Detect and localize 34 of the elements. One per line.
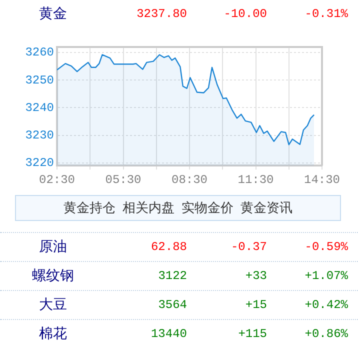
text: 黄金持仓 — [64, 200, 116, 217]
data-label: +1.07% — [304, 269, 348, 283]
x-tick-label: 02:30 — [38, 172, 76, 187]
data-label: -10.00 — [224, 7, 267, 21]
text: 实物金价 — [182, 200, 234, 217]
data-label: 3564 — [158, 298, 187, 312]
data-label: 13440 — [150, 327, 187, 341]
x-tick-label: 14:30 — [304, 172, 340, 187]
y-tick-label: 3240 — [25, 100, 54, 115]
data-label: +0.42% — [304, 298, 348, 312]
data-label: 3122 — [158, 269, 187, 283]
category-label: 原油 — [39, 238, 67, 256]
text: 相关内盘 — [122, 200, 174, 217]
y-tick-label: 3260 — [25, 46, 54, 60]
data-label: 62.88 — [150, 240, 187, 254]
data-label: +15 — [245, 298, 267, 312]
data-label: -0.31% — [304, 7, 348, 21]
category-label: 棉花 — [39, 325, 67, 343]
data-label: +33 — [245, 269, 267, 283]
data-label: -0.59% — [304, 240, 348, 254]
x-tick-label: 11:30 — [238, 172, 274, 187]
category-label: 黄金 — [39, 5, 67, 23]
text: 黄金资讯 — [240, 200, 292, 217]
data-label: +115 — [238, 327, 267, 341]
category-label: 大豆 — [39, 296, 67, 314]
x-tick-label: 08:30 — [171, 172, 208, 187]
category-label: 螺纹钢 — [32, 267, 74, 285]
y-tick-label: 3220 — [25, 156, 54, 170]
data-label: -0.37 — [230, 240, 267, 254]
data-label: +0.86% — [304, 327, 348, 341]
x-tick-label: 05:30 — [105, 172, 142, 187]
y-tick-label: 3230 — [25, 128, 54, 142]
y-tick-label: 3250 — [25, 73, 54, 88]
data-label: 3237.80 — [136, 7, 187, 21]
